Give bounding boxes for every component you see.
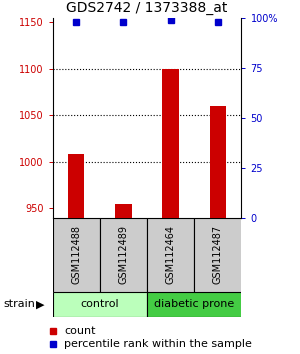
Text: strain: strain	[3, 299, 35, 309]
Bar	[147, 218, 194, 292]
Bar	[162, 69, 179, 218]
Bar	[52, 218, 100, 292]
Text: GSM112488: GSM112488	[71, 225, 81, 284]
Bar	[100, 218, 147, 292]
Bar	[194, 218, 242, 292]
Bar	[210, 106, 226, 218]
Text: count: count	[64, 326, 96, 336]
Title: GDS2742 / 1373388_at: GDS2742 / 1373388_at	[66, 1, 228, 15]
Bar	[115, 204, 132, 218]
Bar	[147, 292, 242, 317]
Text: diabetic prone: diabetic prone	[154, 299, 234, 309]
Bar	[52, 292, 147, 317]
Text: control: control	[80, 299, 119, 309]
Text: percentile rank within the sample: percentile rank within the sample	[64, 339, 252, 349]
Text: ▶: ▶	[36, 299, 45, 309]
Bar	[68, 154, 84, 218]
Text: GSM112489: GSM112489	[118, 225, 128, 284]
Text: GSM112464: GSM112464	[166, 225, 176, 284]
Text: GSM112487: GSM112487	[213, 225, 223, 285]
